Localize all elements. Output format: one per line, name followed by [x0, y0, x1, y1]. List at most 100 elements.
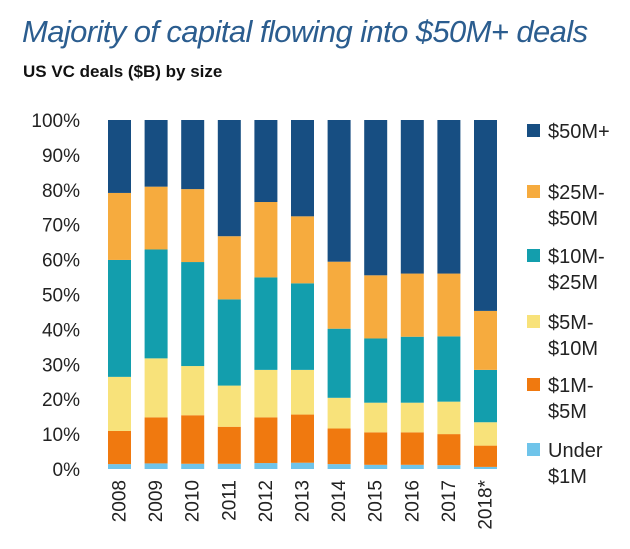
bar-segment [217, 463, 241, 469]
bar-segment [400, 464, 424, 469]
legend: $50M+ $25M- $50M $10M- $25M $5M- $10M $1M- $5M Un… [527, 121, 610, 488]
legend-item: $50M+ [527, 121, 610, 143]
x-tick-label: 2016 [402, 480, 423, 522]
legend-label: $1M- [548, 375, 594, 397]
bar-segment [217, 385, 241, 427]
bar-segment [474, 466, 497, 469]
bar-stack [254, 120, 278, 469]
bar-segment [181, 262, 205, 367]
bar-stack [108, 120, 131, 469]
bar-segment [144, 358, 168, 418]
bar-segment [291, 216, 314, 284]
bar-segment [437, 120, 461, 274]
bar-segment [437, 273, 461, 337]
bar-segment [217, 299, 241, 386]
x-tick-label: 2018* [476, 479, 497, 529]
legend-label: $5M- [548, 312, 594, 334]
bar-segment [437, 401, 461, 435]
bar-segment [364, 402, 388, 433]
bar-segment [400, 336, 424, 403]
x-tick-label: 2012 [256, 480, 277, 522]
bar-segment [144, 417, 168, 464]
bar-segment [108, 259, 131, 377]
x-tick-label: 2008 [110, 480, 131, 522]
legend-label: $25M- [548, 182, 605, 204]
bar-segment [254, 120, 278, 203]
bar-segment [327, 120, 351, 262]
y-tick-label: 60% [42, 251, 80, 272]
bar-segment [291, 369, 314, 415]
x-tick-label: 2017 [439, 480, 460, 522]
legend-label: $50M+ [548, 121, 610, 143]
legend-label-line2: $10M [548, 338, 598, 360]
legend-swatch [527, 378, 540, 391]
legend-swatch [527, 315, 540, 328]
x-tick-label: 2014 [329, 480, 350, 523]
bar-segment [108, 464, 131, 469]
x-tick-label: 2010 [183, 480, 204, 522]
y-tick-label: 40% [42, 320, 80, 341]
legend-label-line2: $1M [548, 466, 587, 488]
bar-segment [181, 366, 205, 416]
legend-label-line2: $50M [548, 208, 598, 230]
bar-segment [217, 120, 241, 237]
legend-item: $10M- $25M [527, 246, 605, 294]
y-axis: 0% 10% 20% 30% 40% 50% 60% 70% 80% 90% 100% [31, 111, 80, 481]
bar-segment [474, 369, 497, 423]
bar-segment [400, 120, 424, 274]
legend-swatch [527, 185, 540, 198]
bar-segment [437, 465, 461, 469]
bar-segment [400, 432, 424, 465]
legend-item: $1M- $5M [527, 375, 594, 423]
bar-segment [364, 120, 388, 276]
legend-item: $25M- $50M [527, 182, 605, 230]
bar-segment [108, 430, 131, 465]
legend-swatch [527, 249, 540, 262]
bar-segment [254, 369, 278, 418]
y-tick-label: 50% [42, 286, 80, 307]
bar-segment [437, 434, 461, 466]
bar-stack [437, 120, 461, 469]
bar-segment [108, 376, 131, 431]
bar-segment [364, 338, 388, 403]
bar-segment [474, 310, 497, 370]
y-tick-label: 100% [31, 111, 80, 132]
bar-segment [291, 414, 314, 463]
legend-item: $5M- $10M [527, 312, 598, 360]
bar-segment [254, 277, 278, 370]
x-tick-label: 2011 [219, 480, 240, 521]
bar-segment [291, 283, 314, 370]
bar-segment [291, 120, 314, 217]
bar-segment [254, 202, 278, 278]
bar-segment [144, 186, 168, 250]
bar-segment [437, 336, 461, 402]
chart-subtitle: US VC deals ($B) by size [23, 62, 223, 81]
bar-segment [254, 417, 278, 464]
y-tick-label: 70% [42, 216, 80, 237]
legend-label-line2: $25M [548, 272, 598, 294]
bar-stack [144, 120, 168, 469]
y-tick-label: 20% [42, 390, 80, 411]
x-tick-label: 2015 [366, 480, 387, 522]
bar-segment [144, 463, 168, 469]
bar-segment [364, 432, 388, 465]
bar-stack [291, 120, 314, 469]
bar-stack [181, 120, 205, 469]
bar-segment [327, 464, 351, 469]
bar-segment [181, 189, 205, 263]
bar-segment [364, 464, 388, 469]
y-tick-label: 10% [42, 425, 80, 446]
bar-segment [474, 120, 497, 311]
bar-stack [400, 120, 424, 469]
bar-stack [474, 120, 497, 469]
bar-segment [144, 249, 168, 359]
bar-stack [327, 120, 351, 469]
bar-segment [364, 275, 388, 339]
legend-label: $10M- [548, 246, 605, 268]
legend-swatch [527, 124, 540, 137]
bar-segment [291, 462, 314, 469]
chart-title: Majority of capital flowing into $50M+ d… [22, 14, 588, 49]
bar-segment [400, 402, 424, 433]
legend-swatch [527, 443, 540, 456]
